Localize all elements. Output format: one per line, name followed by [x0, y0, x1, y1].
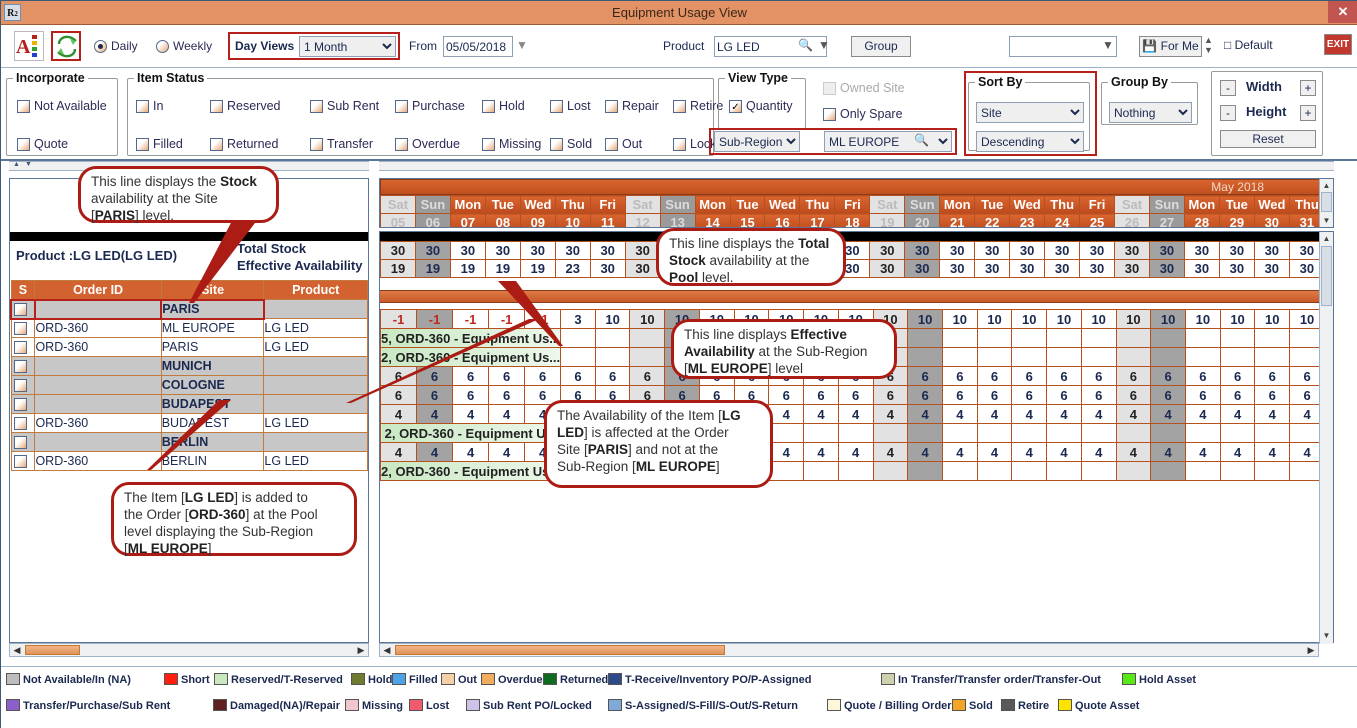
- svg-text:A: A: [16, 36, 31, 58]
